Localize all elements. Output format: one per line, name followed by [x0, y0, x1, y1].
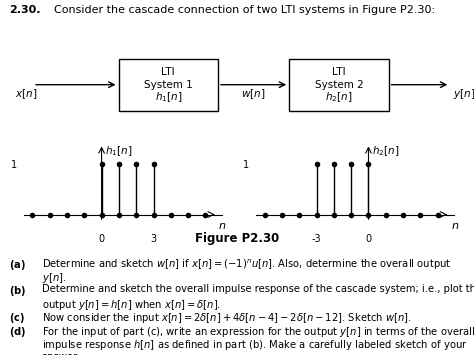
Bar — [118, 59, 218, 110]
Text: answer.: answer. — [42, 351, 80, 355]
Text: Now consider the input $x[n] = 2\delta[n] + 4\delta[n-4] - 2\delta[n-12]$. Sketc: Now consider the input $x[n] = 2\delta[n… — [42, 311, 411, 325]
Text: For the input of part (c), write an expression for the output $y[n]$ in terms of: For the input of part (c), write an expr… — [42, 325, 474, 339]
Text: $x[n]$: $x[n]$ — [15, 87, 37, 101]
Text: $\mathbf{(b)}$: $\mathbf{(b)}$ — [9, 284, 27, 299]
Bar — [289, 59, 389, 110]
Text: $h_1[n]$: $h_1[n]$ — [105, 144, 132, 158]
Text: $n$: $n$ — [219, 220, 227, 231]
Text: $h_1[n]$: $h_1[n]$ — [155, 90, 182, 104]
Text: Figure P2.30: Figure P2.30 — [195, 232, 279, 245]
Text: impulse response $h[n]$ as defined in part (b). Make a carefully labeled sketch : impulse response $h[n]$ as defined in pa… — [42, 338, 467, 352]
Text: $w[n]$: $w[n]$ — [241, 87, 266, 101]
Text: 2.30.: 2.30. — [9, 5, 41, 15]
Text: Consider the cascade connection of two LTI systems in Figure P2.30:: Consider the cascade connection of two L… — [47, 5, 436, 15]
Text: $n$: $n$ — [451, 220, 459, 231]
Text: Determine and sketch the overall impulse response of the cascade system; i.e., p: Determine and sketch the overall impulse… — [42, 284, 474, 294]
Text: Determine and sketch $w[n]$ if $x[n] = (-1)^n u[n]$. Also, determine the overall: Determine and sketch $w[n]$ if $x[n] = (… — [42, 258, 451, 272]
Text: System 2: System 2 — [315, 80, 363, 90]
Text: $h_2[n]$: $h_2[n]$ — [372, 144, 399, 158]
Text: $y[n]$: $y[n]$ — [453, 87, 474, 101]
Text: output $y[n] = h[n]$ when $x[n] = \delta[n]$.: output $y[n] = h[n]$ when $x[n] = \delta… — [42, 298, 221, 312]
Text: LTI: LTI — [332, 67, 346, 77]
Text: $\mathbf{(d)}$: $\mathbf{(d)}$ — [9, 325, 27, 339]
Text: $\mathbf{(c)}$: $\mathbf{(c)}$ — [9, 311, 26, 325]
Text: LTI: LTI — [162, 67, 175, 77]
Text: $y[n]$.: $y[n]$. — [42, 271, 66, 285]
Text: $\mathbf{(a)}$: $\mathbf{(a)}$ — [9, 258, 27, 272]
Text: System 1: System 1 — [144, 80, 192, 90]
Text: $h_2[n]$: $h_2[n]$ — [325, 90, 353, 104]
